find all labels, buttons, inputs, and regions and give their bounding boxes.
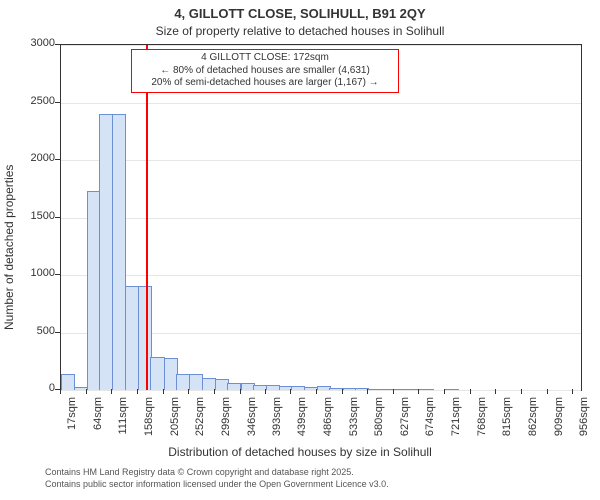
- x-tick-mark: [290, 389, 291, 394]
- annotation-box: 4 GILLOTT CLOSE: 172sqm← 80% of detached…: [131, 49, 399, 93]
- y-tick-label: 1000: [15, 267, 55, 279]
- x-tick-label: 674sqm: [424, 397, 436, 441]
- gridline: [61, 103, 581, 104]
- x-tick-mark: [495, 389, 496, 394]
- y-tick-mark: [55, 102, 60, 103]
- x-tick-label: 580sqm: [373, 397, 385, 441]
- gridline: [61, 275, 581, 276]
- annotation-line: 4 GILLOTT CLOSE: 172sqm: [136, 52, 394, 65]
- x-tick-label: 627sqm: [399, 397, 411, 441]
- x-axis-label: Distribution of detached houses by size …: [0, 445, 600, 459]
- x-tick-label: 533sqm: [348, 397, 360, 441]
- x-tick-label: 439sqm: [296, 397, 308, 441]
- x-tick-mark: [265, 389, 266, 394]
- gridline: [61, 160, 581, 161]
- x-tick-mark: [316, 389, 317, 394]
- y-tick-mark: [55, 159, 60, 160]
- y-tick-mark: [55, 217, 60, 218]
- y-tick-label: 0: [15, 382, 55, 394]
- x-tick-label: 815sqm: [501, 397, 513, 441]
- x-tick-label: 956sqm: [578, 397, 590, 441]
- footer-line-2: Contains public sector information licen…: [45, 479, 389, 489]
- x-tick-mark: [367, 389, 368, 394]
- x-tick-mark: [188, 389, 189, 394]
- x-tick-mark: [418, 389, 419, 394]
- x-tick-label: 252sqm: [194, 397, 206, 441]
- histogram-bar: [150, 357, 164, 390]
- x-tick-mark: [137, 389, 138, 394]
- histogram-bar: [445, 389, 459, 390]
- x-tick-mark: [521, 389, 522, 394]
- y-axis-label: Number of detached properties: [2, 0, 16, 500]
- histogram-bar: [125, 286, 139, 391]
- x-tick-mark: [60, 389, 61, 394]
- x-tick-label: 393sqm: [271, 397, 283, 441]
- x-tick-label: 721sqm: [450, 397, 462, 441]
- x-tick-mark: [111, 389, 112, 394]
- x-tick-mark: [214, 389, 215, 394]
- gridline: [61, 45, 581, 46]
- x-tick-label: 299sqm: [220, 397, 232, 441]
- x-tick-label: 111sqm: [117, 397, 129, 441]
- y-tick-mark: [55, 274, 60, 275]
- x-tick-mark: [470, 389, 471, 394]
- y-tick-mark: [55, 332, 60, 333]
- x-tick-mark: [240, 389, 241, 394]
- x-tick-label: 346sqm: [246, 397, 258, 441]
- x-tick-label: 17sqm: [66, 397, 78, 441]
- y-tick-label: 500: [15, 325, 55, 337]
- x-tick-label: 64sqm: [92, 397, 104, 441]
- plot-area: 4 GILLOTT CLOSE: 172sqm← 80% of detached…: [60, 44, 582, 391]
- x-tick-mark: [163, 389, 164, 394]
- x-tick-label: 768sqm: [476, 397, 488, 441]
- x-tick-label: 205sqm: [169, 397, 181, 441]
- y-tick-label: 2000: [15, 152, 55, 164]
- footer-line-1: Contains HM Land Registry data © Crown c…: [45, 467, 354, 477]
- histogram-bar: [176, 374, 190, 390]
- x-tick-label: 158sqm: [143, 397, 155, 441]
- x-tick-label: 486sqm: [322, 397, 334, 441]
- x-tick-mark: [444, 389, 445, 394]
- y-tick-label: 2500: [15, 95, 55, 107]
- y-tick-label: 1500: [15, 210, 55, 222]
- annotation-line: ← 80% of detached houses are smaller (4,…: [136, 65, 394, 78]
- gridline: [61, 390, 581, 391]
- annotation-line: 20% of semi-detached houses are larger (…: [136, 77, 394, 90]
- y-tick-label: 3000: [15, 37, 55, 49]
- x-tick-label: 862sqm: [527, 397, 539, 441]
- histogram-bar: [419, 389, 433, 390]
- x-tick-mark: [393, 389, 394, 394]
- x-tick-label: 909sqm: [553, 397, 565, 441]
- x-tick-mark: [547, 389, 548, 394]
- x-tick-mark: [572, 389, 573, 394]
- chart-title: 4, GILLOTT CLOSE, SOLIHULL, B91 2QY: [0, 6, 600, 21]
- reference-line: [146, 45, 148, 390]
- x-tick-mark: [86, 389, 87, 394]
- histogram-bar: [99, 114, 113, 390]
- y-tick-mark: [55, 44, 60, 45]
- x-tick-mark: [342, 389, 343, 394]
- chart-subtitle: Size of property relative to detached ho…: [0, 24, 600, 38]
- gridline: [61, 218, 581, 219]
